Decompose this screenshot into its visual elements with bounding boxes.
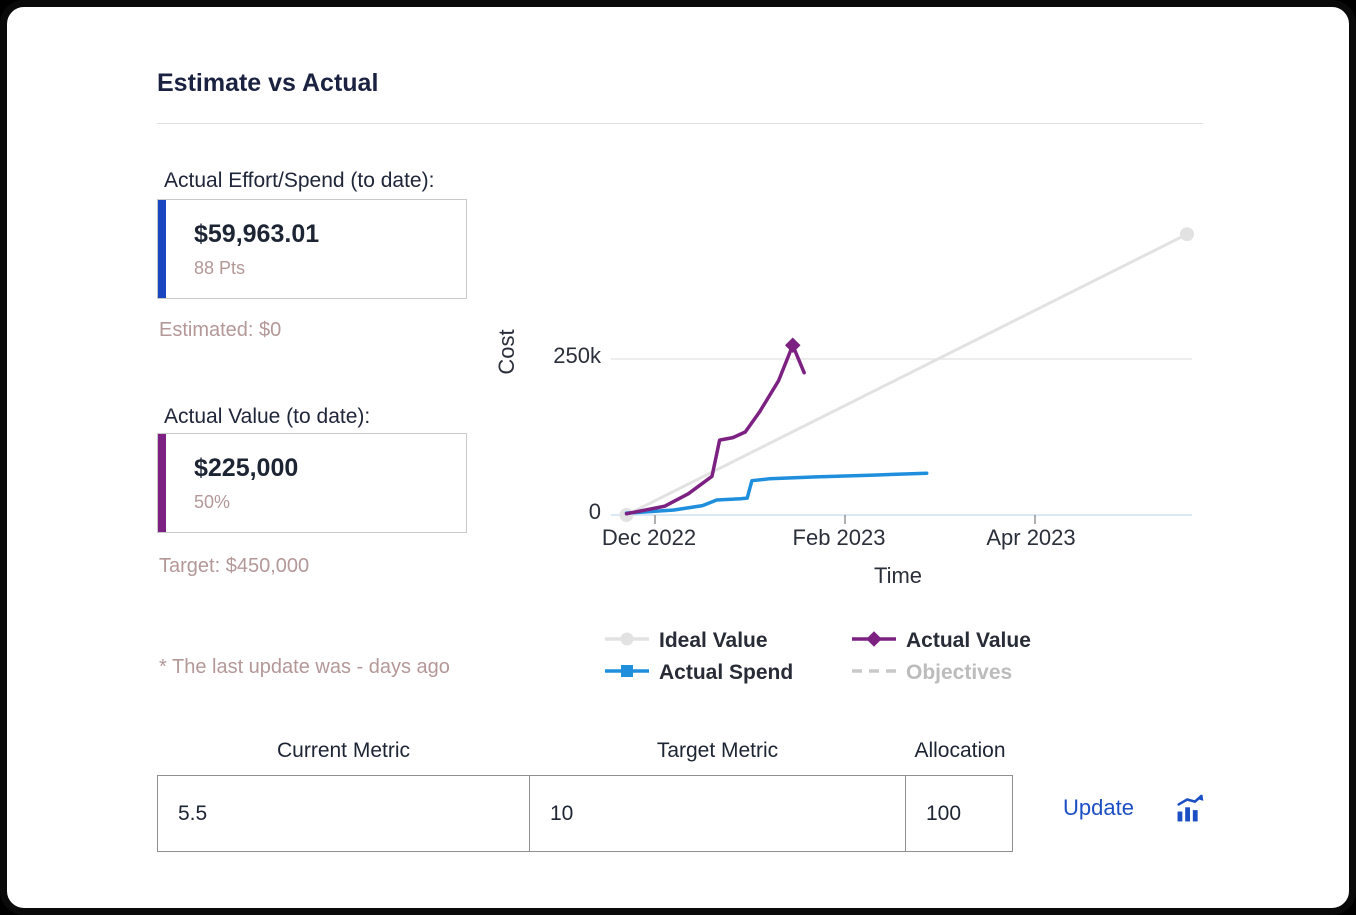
page-title: Estimate vs Actual bbox=[157, 69, 379, 97]
actual-value-metric-box: $225,000 50% bbox=[157, 433, 467, 533]
effort-label: Actual Effort/Spend (to date): bbox=[164, 169, 435, 192]
y-tick-0: 0 bbox=[588, 499, 601, 524]
effort-metric-box: $59,963.01 88 Pts bbox=[157, 199, 467, 299]
chart-increase-icon[interactable] bbox=[1173, 791, 1207, 825]
ideal-value-marker-icon bbox=[605, 630, 649, 653]
target-metric-input[interactable] bbox=[529, 775, 906, 852]
current-metric-input[interactable] bbox=[157, 775, 530, 852]
objectives-marker-icon bbox=[852, 662, 896, 685]
actual-value-percent: 50% bbox=[194, 492, 231, 512]
legend-item-objectives: Objectives bbox=[852, 661, 1012, 685]
legend-label: Ideal Value bbox=[659, 629, 768, 652]
actual-value-label: Actual Value (to date): bbox=[164, 405, 371, 428]
actual-spend-marker-icon bbox=[605, 662, 649, 685]
actual-value-marker-icon bbox=[852, 630, 896, 653]
estimate-vs-actual-chart bbox=[611, 227, 1194, 524]
actual-value-accent-bar bbox=[158, 434, 166, 532]
effort-points: 88 Pts bbox=[194, 258, 246, 278]
allocation-input[interactable] bbox=[905, 775, 1013, 852]
x-tick-dec-2022: Dec 2022 bbox=[601, 525, 697, 550]
target-metric-header: Target Metric bbox=[656, 739, 779, 762]
x-tick-feb-2023: Feb 2023 bbox=[792, 525, 886, 550]
effort-value: $59,963.01 bbox=[194, 220, 320, 248]
x-axis-label: Time bbox=[873, 563, 923, 588]
legend-item-actual-spend: Actual Spend bbox=[605, 661, 852, 685]
title-divider bbox=[157, 123, 1203, 124]
allocation-header: Allocation bbox=[914, 739, 1006, 762]
x-tick-apr-2023: Apr 2023 bbox=[986, 525, 1076, 550]
y-axis-label: Cost bbox=[494, 329, 519, 375]
legend-item-actual-value: Actual Value bbox=[852, 629, 1031, 653]
last-update-footnote: * The last update was - days ago bbox=[159, 656, 450, 678]
effort-accent-bar bbox=[158, 200, 166, 298]
y-tick-250k: 250k bbox=[553, 343, 601, 368]
current-metric-header: Current Metric bbox=[276, 739, 411, 762]
legend-label: Actual Value bbox=[906, 629, 1031, 652]
effort-estimated-note: Estimated: $0 bbox=[159, 319, 282, 341]
legend-label: Actual Spend bbox=[659, 661, 794, 684]
update-button[interactable]: Update bbox=[1063, 795, 1134, 820]
actual-value-amount: $225,000 bbox=[194, 454, 299, 482]
chart-legend: Ideal Value Actual Value Actual Spend Ob… bbox=[605, 625, 1185, 689]
legend-label: Objectives bbox=[906, 661, 1013, 684]
target-note: Target: $450,000 bbox=[159, 555, 310, 577]
legend-item-ideal-value: Ideal Value bbox=[605, 629, 852, 653]
